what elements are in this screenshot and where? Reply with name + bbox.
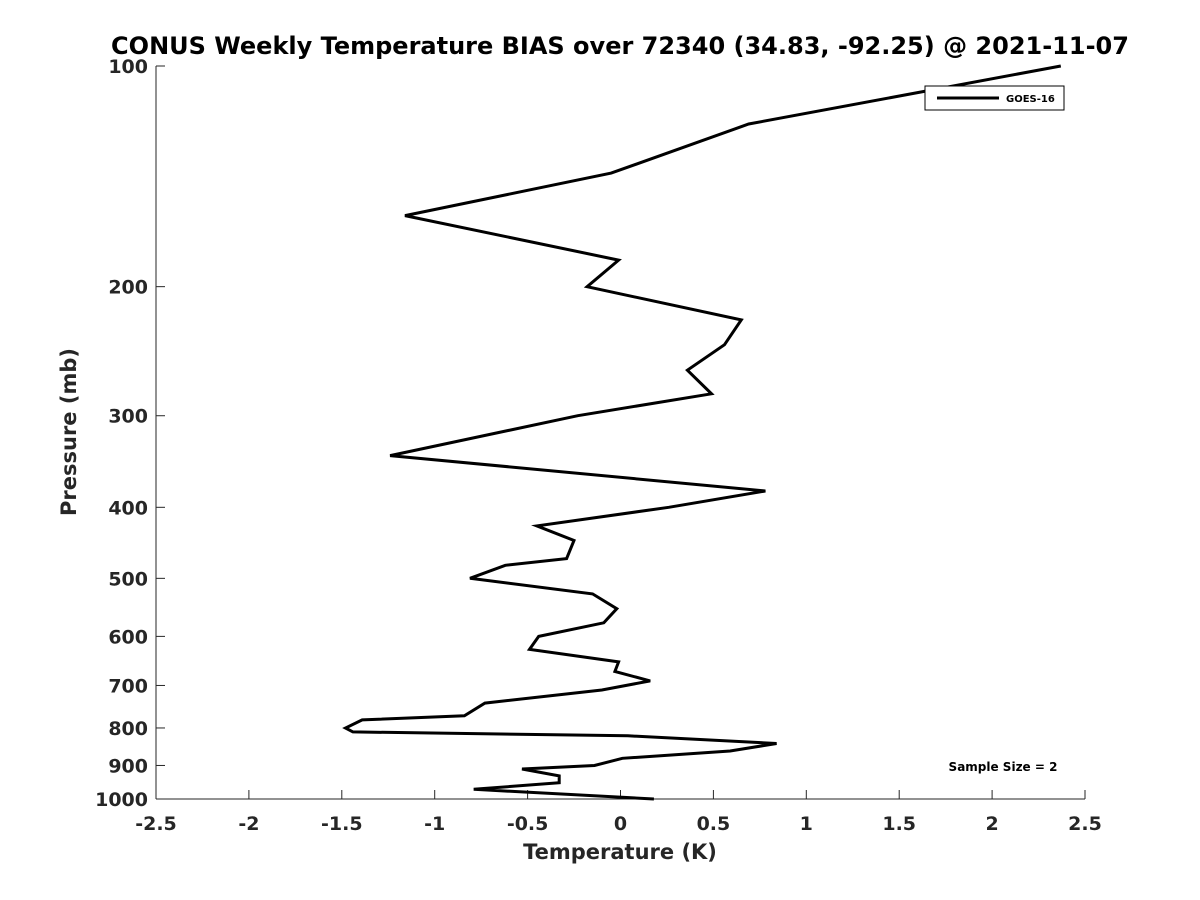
y-tick-label: 200: [108, 277, 148, 299]
sample-size-annotation: Sample Size = 2: [949, 760, 1058, 774]
y-tick-label: 600: [108, 626, 148, 648]
x-tick-label: -1: [424, 813, 445, 835]
y-tick-label: 400: [108, 497, 148, 519]
legend: GOES-16: [924, 85, 1065, 111]
x-axis-label: Temperature (K): [523, 840, 717, 864]
x-tick-label: 1.5: [882, 813, 916, 835]
x-ticks-group: -2.5 -2 -1.5 -1 -0.5 0 0.5 1 1.5 2 2.5: [135, 790, 1102, 835]
y-tick-label: 100: [108, 56, 148, 78]
series-group: [342, 64, 1062, 801]
y-tick-label: 500: [108, 568, 148, 590]
x-tick-label: -1.5: [321, 813, 363, 835]
x-tick-label: 2: [985, 813, 998, 835]
x-tick-label: -2.5: [135, 813, 177, 835]
y-tick-label: 900: [108, 755, 148, 777]
chart-title: CONUS Weekly Temperature BIAS over 72340…: [111, 32, 1129, 60]
x-tick-label: 0: [614, 813, 627, 835]
x-tick-label: 0.5: [697, 813, 731, 835]
legend-label-goes-16: GOES-16: [1006, 94, 1055, 105]
y-axis-label: Pressure (mb): [57, 348, 81, 516]
y-ticks-group: 100 200 300 400 500 600 700 800 900 1000: [95, 56, 165, 811]
series-line-goes-16: [342, 64, 1062, 801]
x-tick-label: 1: [800, 813, 813, 835]
y-tick-label: 1000: [95, 789, 148, 811]
x-tick-label: 2.5: [1068, 813, 1102, 835]
x-tick-label: -2: [238, 813, 259, 835]
x-tick-label: -0.5: [507, 813, 549, 835]
y-tick-label: 700: [108, 675, 148, 697]
y-tick-label: 300: [108, 406, 148, 428]
y-tick-label: 800: [108, 718, 148, 740]
